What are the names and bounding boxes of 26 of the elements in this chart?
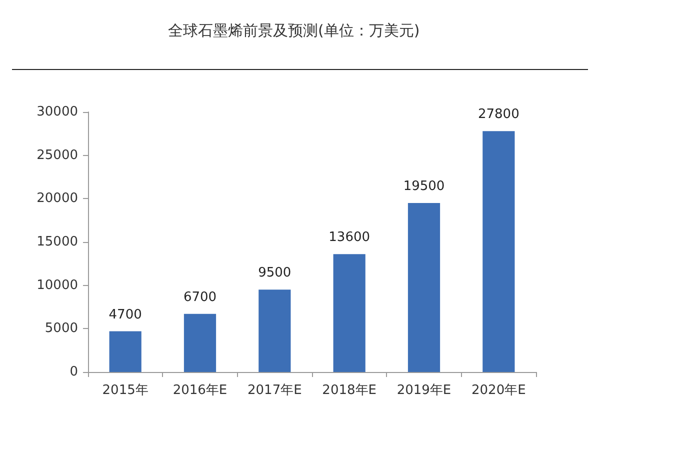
x-tick-label: 2015年 [102, 383, 148, 398]
data-label: 9500 [258, 266, 292, 281]
data-label: 4700 [108, 307, 142, 322]
y-tick-label: 15000 [36, 234, 78, 250]
bar [184, 314, 216, 372]
y-tick-label: 0 [70, 364, 78, 380]
data-label: 6700 [183, 290, 217, 305]
y-tick-label: 25000 [36, 148, 78, 163]
y-tick-label: 10000 [36, 278, 78, 293]
y-tick-label: 5000 [44, 321, 78, 336]
chart-title: 全球石墨烯前景及预测(单位：万美元) [168, 22, 420, 40]
bar [258, 290, 291, 372]
x-tick-label: 2016年E [172, 383, 228, 398]
bar [482, 131, 515, 372]
y-tick-label: 20000 [36, 191, 78, 206]
bar [408, 203, 440, 372]
data-label: 19500 [403, 179, 445, 194]
bar [109, 331, 142, 372]
data-label: 27800 [478, 107, 520, 122]
y-tick-label: 30000 [36, 104, 78, 120]
bar [333, 254, 366, 372]
data-label: 13600 [328, 230, 370, 246]
x-tick-label: 2019年E [396, 383, 452, 398]
x-tick-label: 2017年E [248, 383, 302, 398]
x-tick-label: 2020年E [472, 383, 526, 398]
x-tick-label: 2018年E [322, 383, 376, 398]
